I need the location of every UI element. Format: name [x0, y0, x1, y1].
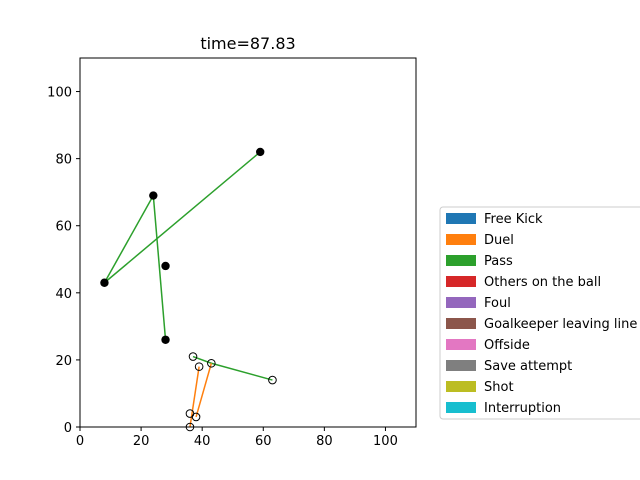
legend-swatch [446, 234, 476, 245]
legend-swatch [446, 339, 476, 350]
y-tick-label: 40 [55, 287, 72, 302]
y-tick-label: 0 [64, 421, 72, 436]
x-tick-label: 80 [316, 434, 333, 449]
event-line-pass [152, 195, 167, 340]
chart-title: time=87.83 [200, 34, 295, 53]
player-marker-filled [256, 147, 265, 157]
event-line-pass [103, 195, 154, 284]
x-tick-label: 60 [255, 434, 272, 449]
legend-swatch [446, 213, 476, 224]
y-tick-label: 100 [47, 86, 72, 101]
legend-swatch [446, 318, 476, 329]
legend-label: Shot [484, 380, 514, 395]
legend-swatch [446, 297, 476, 308]
x-tick-label: 0 [76, 434, 84, 449]
y-tick-label: 20 [55, 354, 72, 369]
event-line-pass [103, 151, 261, 284]
player-marker-filled [149, 191, 158, 200]
player-marker-open [268, 375, 277, 385]
player-marker-filled [161, 261, 170, 271]
legend-swatch [446, 255, 476, 266]
x-tick-label: 100 [373, 434, 398, 449]
legend-label: Others on the ball [484, 275, 601, 290]
legend-label: Offside [484, 338, 530, 353]
legend-label: Free Kick [484, 212, 543, 227]
legend-swatch [446, 276, 476, 287]
legend-label: Pass [484, 254, 513, 269]
y-tick-label: 80 [55, 153, 72, 168]
legend-label: Save attempt [484, 359, 572, 374]
player-marker-filled [161, 335, 170, 344]
legend-label: Goalkeeper leaving line [484, 317, 637, 332]
x-tick-label: 40 [194, 434, 211, 449]
event-line-pass [211, 362, 273, 381]
plot-area: 0 20 40 60 80 100 0 20 40 60 80 100 [47, 57, 417, 449]
legend: Free Kick Duel Pass Others on the ball Foul G… [439, 206, 640, 420]
player-marker-filled [100, 278, 109, 287]
event-line-pass [192, 355, 212, 364]
player-marker-open [207, 358, 216, 368]
axes-frame [79, 57, 417, 428]
event-line-duel [189, 366, 200, 428]
legend-swatch [446, 402, 476, 413]
event-line-duel [195, 363, 213, 418]
player-marker-open [191, 412, 201, 422]
legend-label: Interruption [484, 401, 561, 416]
player-marker-open [194, 362, 204, 371]
legend-swatch [446, 360, 476, 371]
y-tick-label: 60 [55, 220, 72, 235]
legend-label: Foul [484, 296, 511, 311]
legend-swatch [446, 381, 476, 392]
legend-label: Duel [484, 233, 514, 248]
x-tick-label: 20 [133, 434, 150, 449]
legend-box [439, 206, 640, 420]
player-marker-open [188, 352, 198, 361]
